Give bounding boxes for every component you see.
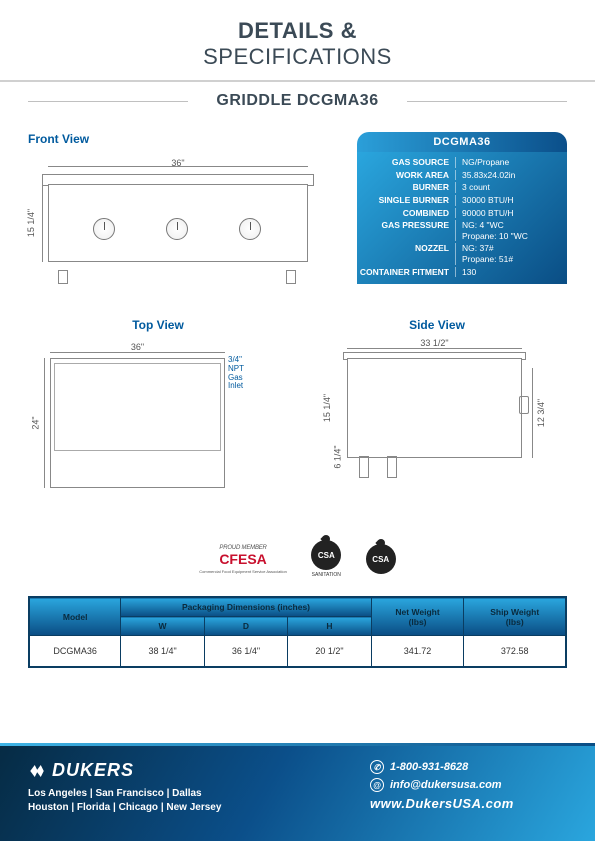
front-view-section: Front View 36" 15 1/4"	[28, 132, 348, 294]
col-model: Model	[30, 598, 121, 636]
diagram-shape	[286, 270, 296, 284]
spec-header: DCGMA36	[357, 132, 567, 152]
top-view-diagram: 36" 24" 3/4" NPT Gas Inlet	[28, 338, 248, 498]
cell-ship: 372.58	[464, 636, 566, 667]
brand-logo: DUKERS	[28, 760, 350, 781]
dim-line	[347, 348, 522, 349]
cfesa-logo: PROUD MEMBER CFESA Commercial Food Equip…	[199, 545, 287, 574]
email-text: info@dukersusa.com	[390, 779, 502, 791]
page-footer: DUKERS Los Angeles | San Francisco | Dal…	[0, 746, 595, 841]
front-height-dim: 15 1/4"	[22, 184, 40, 262]
knob-icon	[93, 218, 115, 240]
col-d: D	[204, 617, 287, 636]
spec-body: GAS SOURCENG/Propane WORK AREA35.83x24.0…	[357, 152, 567, 284]
top-depth-dim: 24"	[26, 358, 46, 488]
header-line1: DETAILS &	[0, 18, 595, 44]
dim-line	[532, 368, 533, 458]
spec-box: DCGMA36 GAS SOURCENG/Propane WORK AREA35…	[357, 132, 567, 284]
certifications-row: PROUD MEMBER CFESA Commercial Food Equip…	[0, 540, 595, 578]
email-row: @ info@dukersusa.com	[370, 778, 575, 792]
col-h: H	[288, 617, 372, 636]
gas-inlet-label: 3/4" NPT Gas Inlet	[228, 356, 248, 391]
top-view-section: Top View 36" 24" 3/4" NPT Gas Inlet	[28, 318, 288, 498]
packaging-table: Model Packaging Dimensions (inches) Net …	[28, 596, 567, 668]
spec-row: GAS SOURCENG/Propane	[357, 156, 567, 169]
side-depth-dim: 33 1/2"	[347, 338, 522, 348]
side-leg-dim: 6 1/4"	[331, 436, 345, 478]
spec-row: BURNER3 count	[357, 181, 567, 194]
top-width-dim: 36"	[50, 342, 225, 352]
cell-h: 20 1/2"	[288, 636, 372, 667]
diagram-shape	[359, 456, 369, 478]
cell-model: DCGMA36	[30, 636, 121, 667]
col-shipwt: Ship Weight (lbs)	[464, 598, 566, 636]
diagram-shape	[58, 270, 68, 284]
diagram-shape	[519, 396, 529, 414]
side-view-section: Side View 33 1/2" 15 1/4" 6 1/4" 12 3/4"	[307, 318, 567, 498]
table-row: DCGMA36 38 1/4" 36 1/4" 20 1/2" 341.72 3…	[30, 636, 566, 667]
spec-row: WORK AREA35.83x24.02in	[357, 169, 567, 182]
footer-accent	[0, 743, 595, 746]
side-overall-dim: 12 3/4"	[531, 368, 551, 458]
phone-icon: ✆	[370, 760, 384, 774]
col-w: W	[121, 617, 204, 636]
cell-net: 341.72	[371, 636, 464, 667]
col-packdim: Packaging Dimensions (inches)	[121, 598, 371, 617]
diagram-shape	[54, 363, 221, 451]
front-view-diagram: 36" 15 1/4"	[28, 154, 328, 294]
content-area: Front View 36" 15 1/4" DCGMA36 GAS SOURC…	[0, 120, 595, 140]
dim-line	[42, 184, 43, 262]
side-view-label: Side View	[307, 318, 567, 332]
page-header: DETAILS & SPECIFICATIONS	[0, 0, 595, 82]
email-icon: @	[370, 778, 384, 792]
diagram-shape	[347, 358, 522, 458]
dim-line	[48, 166, 308, 167]
footer-left: DUKERS Los Angeles | San Francisco | Dal…	[0, 746, 360, 841]
phone-text: 1-800-931-8628	[390, 761, 468, 773]
url-text: www.DukersUSA.com	[370, 796, 575, 811]
brand-icon	[28, 762, 46, 780]
csa-logo: CSA	[366, 544, 396, 574]
knob-icon	[166, 218, 188, 240]
dim-line	[50, 352, 225, 353]
spec-row: SINGLE BURNER30000 BTU/H	[357, 194, 567, 207]
spec-row: CONTAINER FITMENT130	[357, 266, 567, 279]
side-view-diagram: 33 1/2" 15 1/4" 6 1/4" 12 3/4"	[307, 338, 547, 498]
phone-row: ✆ 1-800-931-8628	[370, 760, 575, 774]
csa-sanitation-logo: CSA SANITATION	[311, 540, 341, 578]
top-view-label: Top View	[28, 318, 288, 332]
diagram-shape	[387, 456, 397, 478]
col-netwt: Net Weight (lbs)	[371, 598, 464, 636]
dim-line	[44, 358, 45, 488]
cell-d: 36 1/4"	[204, 636, 287, 667]
front-view-label: Front View	[28, 132, 348, 146]
product-title: GRIDDLE DCGMA36	[0, 82, 595, 120]
footer-right: ✆ 1-800-931-8628 @ info@dukersusa.com ww…	[360, 746, 595, 841]
cell-w: 38 1/4"	[121, 636, 204, 667]
spec-row: COMBINED90000 BTU/H	[357, 207, 567, 220]
knob-icon	[239, 218, 261, 240]
spec-row: NOZZELNG: 37# Propane: 51#	[357, 242, 567, 265]
spec-row: GAS PRESSURENG: 4 "WC Propane: 10 "WC	[357, 219, 567, 242]
header-line2: SPECIFICATIONS	[0, 44, 595, 70]
locations: Los Angeles | San Francisco | Dallas Hou…	[28, 787, 350, 815]
